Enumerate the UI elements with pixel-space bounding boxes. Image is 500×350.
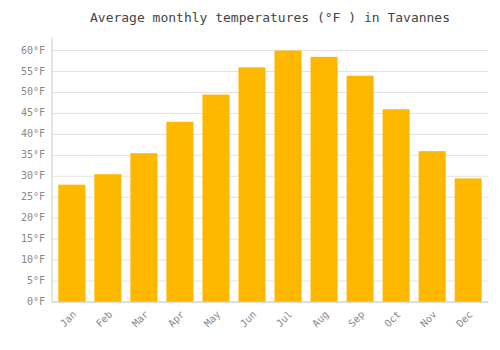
y-tick-label: 20°F	[21, 212, 45, 223]
y-tick-label: 5°F	[27, 275, 45, 286]
grid-line	[52, 134, 488, 135]
grid-line	[52, 302, 488, 303]
y-tick-label: 45°F	[21, 107, 45, 118]
x-tick-labels: Jan Feb Mar Apr May Jun Jul Aug Sep Oct Nov Dec	[58, 309, 475, 330]
x-tick-label: Nov	[418, 309, 439, 330]
x-tick-label: Mar	[130, 309, 151, 330]
y-tick-label: 50°F	[21, 86, 45, 97]
x-tick-label: Apr	[166, 309, 187, 330]
chart-svg: 0°F 5°F 10°F 15°F 20°F 25°F 30°F 35°F 40°F 45°F 50…	[0, 0, 500, 350]
bar	[419, 151, 446, 302]
bar	[383, 109, 410, 302]
x-axis-line	[52, 302, 488, 303]
bar	[130, 153, 157, 302]
chart-container: 0°F 5°F 10°F 15°F 20°F 25°F 30°F 35°F 40°F 45°F 50…	[0, 0, 500, 350]
grid-line	[52, 113, 488, 114]
y-tick-label: 40°F	[21, 128, 45, 139]
x-tick-label: Aug	[310, 309, 331, 330]
y-tick-label: 55°F	[21, 66, 45, 77]
x-tick-label: Oct	[382, 309, 403, 330]
y-axis-line	[52, 38, 53, 302]
y-grid	[52, 51, 488, 302]
bar	[455, 178, 482, 302]
bar	[238, 67, 265, 302]
x-tick-label: Feb	[94, 309, 115, 330]
grid-line	[52, 92, 488, 93]
bar	[94, 174, 121, 302]
bar	[275, 51, 302, 302]
y-tick-label: 15°F	[21, 233, 45, 244]
y-tick-labels: 0°F 5°F 10°F 15°F 20°F 25°F 30°F 35°F 40°F 45°F 50…	[21, 45, 45, 307]
x-tick-label: Jul	[274, 309, 295, 330]
bar	[311, 57, 338, 302]
x-tick-label: Sep	[346, 309, 367, 330]
y-tick-label: 10°F	[21, 254, 45, 265]
bar	[347, 76, 374, 302]
bars	[58, 51, 481, 302]
y-tick-label: 25°F	[21, 191, 45, 202]
bar	[202, 95, 229, 302]
bar	[166, 122, 193, 302]
x-tick-label: Jun	[238, 309, 259, 330]
y-tick-label: 35°F	[21, 149, 45, 160]
y-tick-label: 0°F	[27, 296, 45, 307]
grid-line	[52, 71, 488, 72]
chart-title: Average monthly temperatures (°F ) in Ta…	[90, 10, 450, 25]
x-tick-label: Dec	[454, 309, 475, 330]
grid-line	[52, 50, 488, 51]
x-tick-label: May	[202, 309, 223, 330]
x-tick-label: Jan	[58, 309, 79, 330]
y-tick-label: 30°F	[21, 170, 45, 181]
bar	[58, 185, 85, 302]
y-tick-label: 60°F	[21, 45, 45, 56]
